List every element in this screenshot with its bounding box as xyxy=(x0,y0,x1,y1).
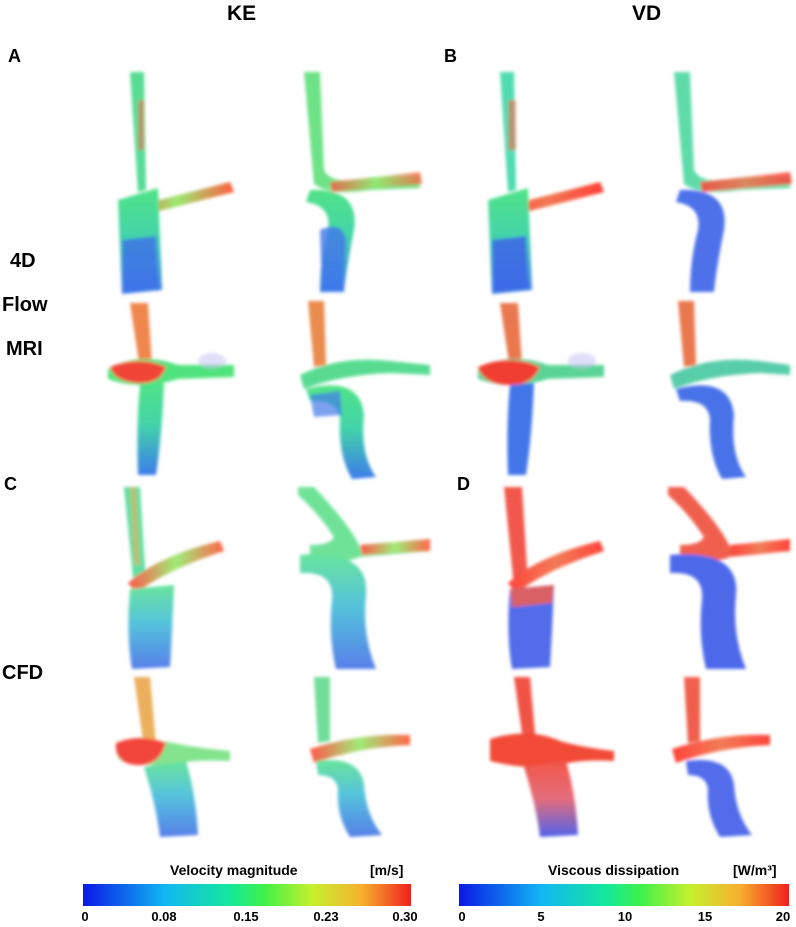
vessel-render-c4 xyxy=(310,677,410,837)
vessel-render-a3 xyxy=(108,303,234,475)
vessel-render-d2 xyxy=(668,487,790,669)
vessel-render-b3 xyxy=(478,303,604,475)
vessel-render-a4 xyxy=(300,301,430,479)
colorbar-viscous xyxy=(459,884,789,906)
colorbar-velocity-label: Velocity magnitude xyxy=(170,862,298,878)
colorbar-velocity xyxy=(83,884,411,906)
colorbar-velocity-tick: 0.23 xyxy=(313,909,339,924)
vessel-render-c1 xyxy=(124,487,224,669)
colorbar-viscous-tick: 10 xyxy=(617,909,633,924)
vessel-render-d4 xyxy=(672,677,770,837)
colorbar-velocity-tick: 0.15 xyxy=(233,909,259,924)
panel-label-d: D xyxy=(457,474,470,494)
vessel-render-c2 xyxy=(298,487,430,669)
row-label-flow: Flow xyxy=(2,294,48,316)
colorbar-velocity-tick: 0.30 xyxy=(392,909,418,924)
row-label-cfd: CFD xyxy=(2,662,44,684)
vessel-render-d1 xyxy=(504,487,604,669)
colorbar-viscous-tick: 15 xyxy=(697,909,713,924)
colorbar-viscous-tick: 0 xyxy=(458,909,466,924)
vessel-render-a1 xyxy=(118,72,234,294)
panel-label-c: C xyxy=(4,474,17,494)
colorbar-velocity-tick: 0.08 xyxy=(151,909,177,924)
row-label-mri: MRI xyxy=(6,338,43,360)
vessel-render-d3 xyxy=(490,677,614,837)
row-label-4d: 4D xyxy=(10,250,36,272)
colorbar-viscous-tick: 5 xyxy=(537,909,545,924)
vessel-render-a2 xyxy=(304,72,422,292)
colorbar-velocity-unit: [m/s] xyxy=(370,862,404,878)
colorbar-viscous-label: Viscous dissipation xyxy=(548,862,680,878)
colorbar-viscous-tick: 20 xyxy=(775,909,791,924)
column-title-vd: VD xyxy=(632,2,662,25)
vessel-render-b4 xyxy=(670,301,790,479)
vessel-render-b2 xyxy=(674,72,792,292)
panel-label-b: B xyxy=(444,46,457,66)
colorbar-velocity-tick: 0 xyxy=(81,909,89,924)
vessel-render-b1 xyxy=(488,72,604,294)
vessel-render-c3 xyxy=(115,677,230,837)
column-title-ke: KE xyxy=(227,2,257,25)
colorbar-viscous-unit: [W/m³] xyxy=(733,862,777,878)
panel-label-a: A xyxy=(8,46,21,66)
